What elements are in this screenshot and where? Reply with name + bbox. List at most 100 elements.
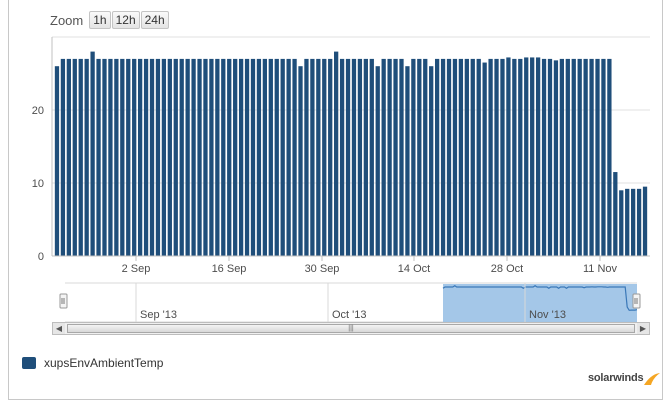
bar [274, 58, 279, 257]
scroll-thumb[interactable]: ||| [67, 324, 635, 333]
bar [227, 58, 232, 257]
bar [619, 190, 624, 256]
bar [286, 58, 291, 257]
bar [221, 58, 226, 257]
bar [54, 66, 60, 256]
x-tick-label: 28 Oct [491, 263, 523, 275]
bar [363, 58, 368, 257]
bar [405, 66, 410, 256]
brand-name: solarwinds [588, 372, 644, 384]
bar [530, 57, 535, 256]
y-tick-label: 10 [32, 178, 44, 190]
bar [179, 58, 184, 257]
bar [72, 58, 77, 257]
x-tick-label: 11 Nov [583, 263, 618, 275]
bar [126, 58, 131, 257]
bar [102, 58, 107, 257]
legend[interactable]: xupsEnvAmbientTemp [22, 356, 163, 370]
bar [458, 58, 464, 257]
zoom-12h-button[interactable]: 12h [111, 11, 140, 29]
bar [589, 58, 594, 257]
bar [322, 58, 327, 257]
solarwinds-logo: solarwinds [588, 372, 661, 386]
navigator-tick-label: Nov '13 [529, 309, 566, 321]
bar [571, 58, 576, 257]
navigator-tick-label: Oct '13 [332, 309, 367, 321]
zoom-24h-button[interactable]: 24h [140, 11, 169, 29]
bar [209, 58, 214, 257]
y-tick-label: 0 [38, 251, 44, 263]
bar [215, 58, 220, 257]
bar [500, 58, 505, 257]
bar [185, 58, 190, 257]
navigator: Sep '13 Oct '13 Nov '13 [59, 282, 641, 323]
bar [197, 58, 202, 257]
bar [173, 58, 178, 257]
bar [280, 58, 285, 257]
zoom-label: Zoom [50, 12, 84, 28]
bar [411, 58, 416, 257]
axes: 0 10 20 2 Sep 16 Sep 30 Sep 14 Oct 28 Oct 11 Nov [32, 37, 650, 275]
bar [357, 58, 363, 257]
bar [607, 58, 612, 257]
bar [553, 60, 559, 256]
bar [339, 58, 345, 257]
bar [464, 58, 469, 257]
bar [143, 58, 149, 257]
bar [250, 58, 256, 257]
bar [613, 172, 618, 256]
bar [114, 58, 119, 257]
navigator-series-line [442, 284, 638, 311]
bar [559, 58, 565, 257]
bar [108, 58, 113, 257]
navigator-tick-label: Sep '13 [140, 309, 177, 321]
bar [399, 58, 404, 257]
bar [351, 58, 357, 257]
bar [512, 58, 517, 257]
zoom-1h-button[interactable]: 1h [89, 11, 111, 29]
bar [625, 188, 630, 256]
x-tick-label: 14 Oct [398, 263, 430, 275]
bar [161, 58, 167, 257]
bar [256, 58, 262, 257]
bar [434, 58, 440, 257]
bar [541, 58, 547, 257]
bar [381, 58, 386, 257]
bar [167, 58, 172, 257]
bar [375, 66, 380, 256]
x-tick-label: 16 Sep [212, 263, 247, 275]
bar [452, 58, 458, 257]
bar [476, 58, 481, 257]
bar [345, 58, 351, 257]
bar [244, 58, 250, 257]
bar [423, 58, 428, 257]
bar [429, 66, 434, 256]
bar [262, 58, 268, 257]
bar [268, 58, 273, 257]
bar [387, 58, 392, 257]
navigator-scrollbar[interactable]: ◀ ||| ▶ [52, 322, 650, 335]
x-tick-label: 30 Sep [305, 263, 340, 275]
scroll-left-icon[interactable]: ◀ [53, 323, 65, 334]
bar [316, 58, 321, 257]
bar [506, 57, 511, 256]
bar [636, 188, 642, 256]
bar [78, 58, 83, 257]
legend-label[interactable]: xupsEnvAmbientTemp [44, 356, 164, 370]
bar [601, 58, 606, 257]
navigator-selection [443, 284, 637, 322]
bar [132, 58, 137, 257]
chart-frame [8, 0, 663, 400]
bar [238, 58, 244, 257]
scroll-right-icon[interactable]: ▶ [637, 323, 649, 334]
bar [310, 58, 315, 257]
bar [60, 58, 66, 257]
bar [120, 58, 125, 257]
bar [440, 58, 446, 257]
bar [642, 186, 648, 256]
bar [203, 58, 208, 257]
bar-series [54, 51, 648, 257]
solarwinds-flame-icon [644, 373, 661, 385]
bar [292, 58, 297, 257]
bar [328, 58, 333, 257]
